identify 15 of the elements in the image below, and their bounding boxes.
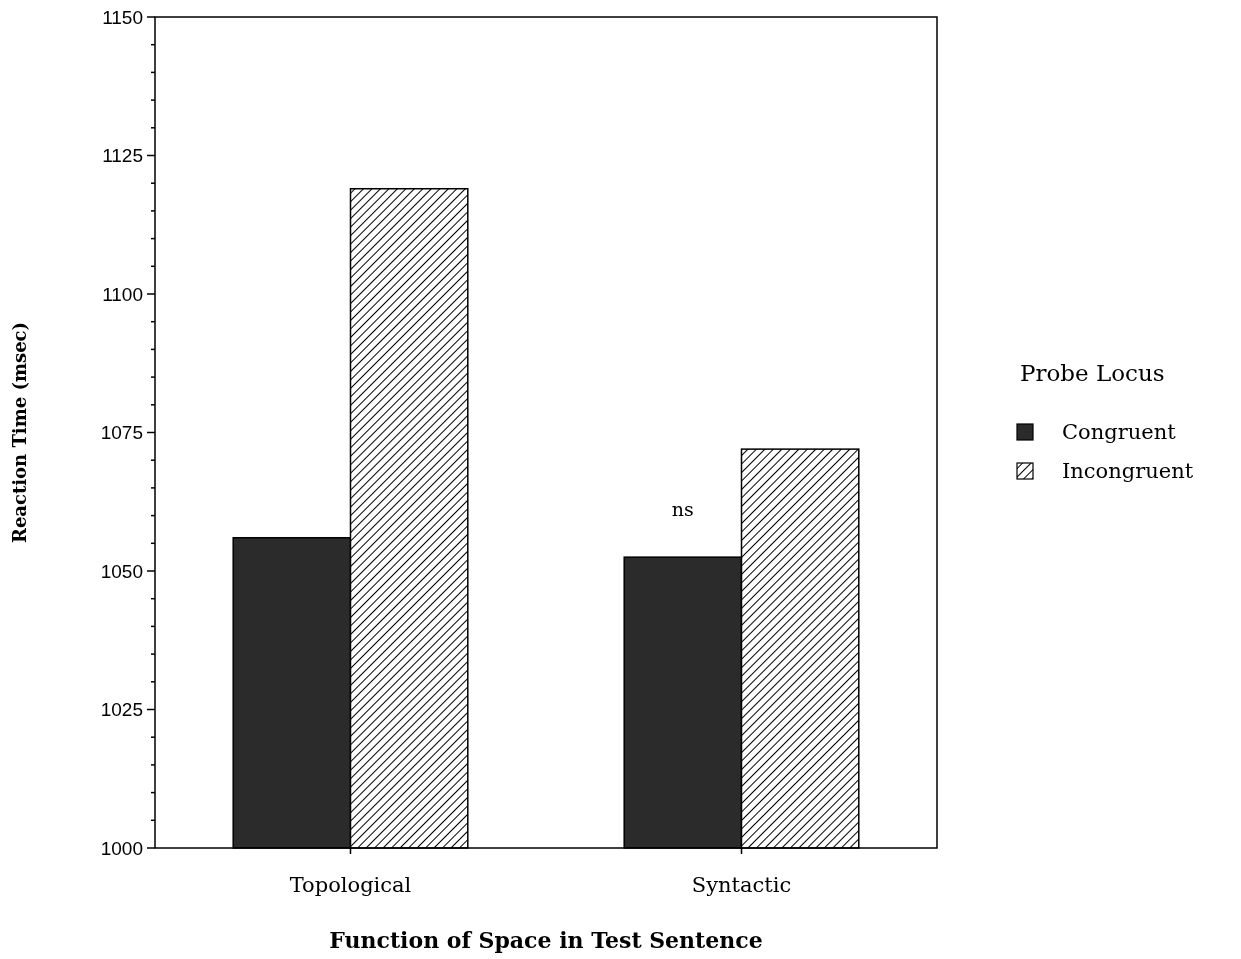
x-axis-title: Function of Space in Test Sentence xyxy=(329,927,763,953)
y-axis-title: Reaction Time (msec) xyxy=(9,321,30,544)
y-tick-label: 1075 xyxy=(100,422,143,444)
legend-title: Probe Locus xyxy=(1020,360,1165,386)
y-tick-label: 1050 xyxy=(100,560,143,582)
x-tick-label: Topological xyxy=(289,873,412,897)
y-tick-label: 1125 xyxy=(102,145,143,167)
y-tick-label: 1000 xyxy=(100,837,143,859)
x-tick-label: Syntactic xyxy=(691,873,792,897)
y-tick-label: 1025 xyxy=(100,699,143,721)
y-tick-label: 1100 xyxy=(102,283,143,305)
annotation: ns xyxy=(671,497,694,520)
y-tick-label: 1150 xyxy=(102,6,143,28)
legend-label: Congruent xyxy=(1062,420,1177,445)
legend-label: Incongruent xyxy=(1062,459,1194,484)
